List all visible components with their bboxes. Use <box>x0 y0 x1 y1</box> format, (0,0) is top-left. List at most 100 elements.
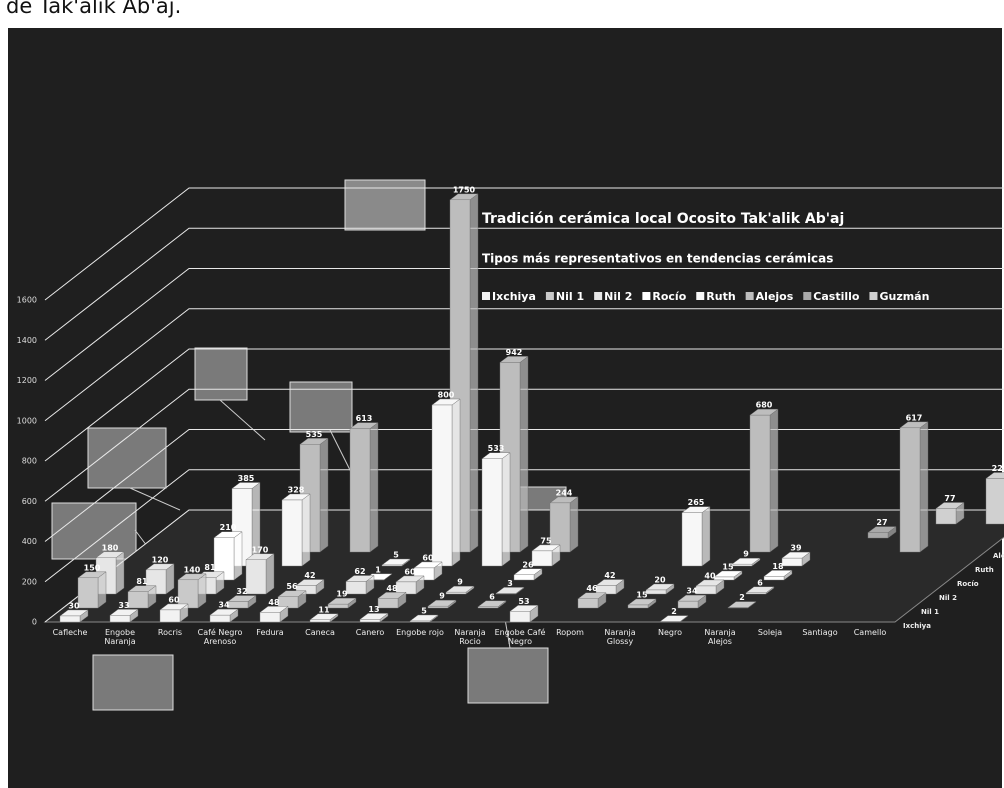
bar <box>445 585 475 595</box>
value-label: 120 <box>152 555 169 564</box>
bar-front <box>899 427 921 553</box>
bar-front <box>549 502 571 553</box>
value-label: 226 <box>992 464 1004 473</box>
bar <box>409 614 439 623</box>
bar-front <box>513 574 535 581</box>
bar <box>127 585 157 609</box>
bar <box>627 598 657 609</box>
value-label: 680 <box>756 401 773 410</box>
bar-front <box>377 598 399 609</box>
grid-line <box>44 429 1004 542</box>
value-label: 18 <box>772 562 784 571</box>
value-label: 15 <box>636 590 648 599</box>
bar-front <box>109 615 131 623</box>
grid-line <box>44 187 1004 301</box>
value-label: 60 <box>422 553 434 562</box>
value-label: 60 <box>404 567 416 576</box>
value-label: 2 <box>671 607 677 616</box>
grid-line <box>44 348 1004 462</box>
value-label: 60 <box>168 595 180 604</box>
x-tick-label: Engobe Café Negro <box>494 628 546 646</box>
value-label: 13 <box>368 605 379 614</box>
bar <box>509 604 539 623</box>
y-tick-label: 200 <box>22 577 37 586</box>
x-tick-label: Caneca <box>305 628 335 637</box>
bar-front <box>577 598 599 609</box>
bar-side <box>97 571 107 609</box>
y-tick-label: 400 <box>22 537 37 546</box>
bar-front <box>427 605 449 609</box>
bar <box>695 579 725 595</box>
bar <box>327 597 357 609</box>
y-tick-label: 1400 <box>17 336 37 345</box>
value-label: 77 <box>944 494 955 503</box>
value-label: 20 <box>654 575 666 584</box>
bar <box>377 591 407 609</box>
value-label: 81 <box>204 563 216 572</box>
legend-swatch <box>745 292 754 300</box>
grid-line <box>44 388 1004 502</box>
bar-front <box>677 600 699 609</box>
legend-swatch <box>594 292 603 300</box>
bar-side <box>569 496 579 553</box>
bar-front <box>227 601 249 609</box>
chart-subtitle: Tipos más representativos en tendencias … <box>482 252 833 266</box>
bar-front <box>349 428 371 553</box>
value-label: 32 <box>236 587 247 596</box>
bar <box>513 568 543 581</box>
bar <box>477 600 507 609</box>
value-label: 42 <box>604 571 615 580</box>
bar <box>781 551 811 567</box>
bar-side <box>319 437 329 553</box>
grid-line <box>44 227 1004 341</box>
bar <box>177 573 207 609</box>
value-label: 53 <box>518 597 529 606</box>
bar <box>209 608 239 623</box>
value-label: 56 <box>286 582 298 591</box>
legend-swatch <box>545 292 554 300</box>
bar <box>295 579 325 595</box>
bar-front <box>327 603 349 609</box>
bar-front <box>985 478 1004 525</box>
chart-title: Tradición cerámica local Ocosito Tak'ali… <box>482 211 844 227</box>
value-label: 5 <box>393 550 399 559</box>
bar-front <box>127 591 149 609</box>
value-label: 9 <box>439 592 445 601</box>
x-tick-label: Santiago <box>802 628 838 637</box>
grid-line <box>44 308 1004 422</box>
bar-side <box>301 493 311 567</box>
bar <box>645 583 675 595</box>
caption: de Tak'alik Ab'aj. <box>6 0 182 18</box>
x-tick-label: Ropom <box>556 628 584 637</box>
x-tick-label: Fedura <box>256 628 284 637</box>
value-label: 19 <box>336 590 348 599</box>
value-label: 81 <box>136 577 148 586</box>
bar-front <box>209 614 231 623</box>
bar-front <box>867 532 889 539</box>
bar <box>595 579 625 595</box>
legend-label: Nil 1 <box>556 290 584 303</box>
bar <box>309 613 339 623</box>
legend-swatch <box>803 292 812 300</box>
depth-axis-label: Rocío <box>957 580 979 588</box>
bar-front <box>745 592 767 595</box>
value-label: 180 <box>102 543 119 552</box>
bar-front <box>681 512 703 567</box>
bar <box>745 586 775 595</box>
value-label: 6 <box>757 578 763 587</box>
legend-swatch <box>482 292 490 300</box>
bar-front <box>495 593 517 595</box>
bar-front <box>345 581 367 595</box>
value-label: 2 <box>739 593 745 602</box>
x-tick-label: Naranja Glossy <box>604 628 636 646</box>
bar <box>59 609 89 623</box>
bar-front <box>77 577 99 609</box>
bar-side <box>769 408 779 553</box>
bar <box>349 422 379 553</box>
value-label: 39 <box>790 544 802 553</box>
bar <box>395 575 425 595</box>
value-label: 27 <box>876 518 887 527</box>
bar-front <box>359 619 381 623</box>
value-label: 9 <box>743 550 749 559</box>
